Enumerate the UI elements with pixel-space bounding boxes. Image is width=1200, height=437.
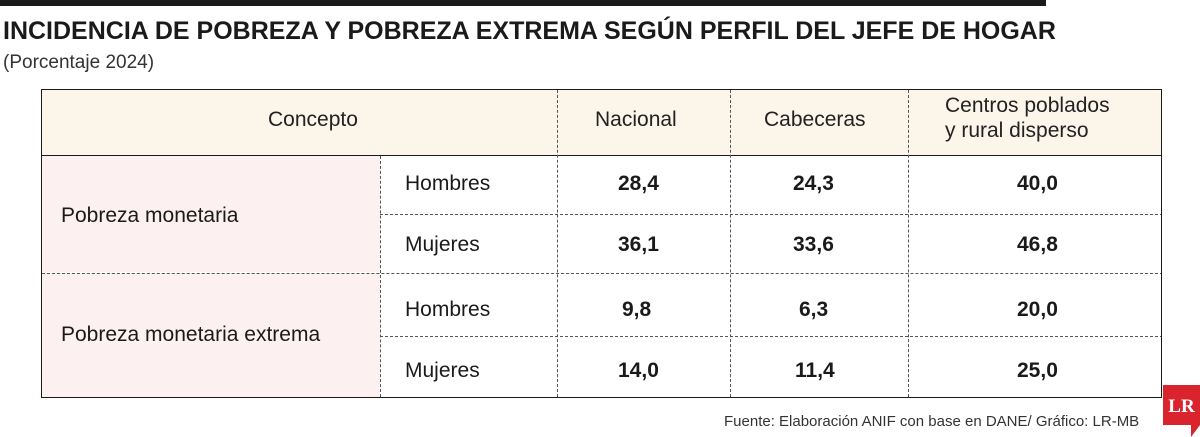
column-divider-cabeceras (730, 90, 731, 397)
value-cell: 46,8 (1017, 233, 1058, 256)
group-background-pobreza-extrema (42, 273, 380, 397)
column-divider-nacional (557, 90, 558, 397)
header-rural-line1: Centros poblados (945, 94, 1110, 117)
row-label-mujeres: Mujeres (405, 359, 480, 382)
page-title: INCIDENCIA DE POBREZA Y POBREZA EXTREMA … (3, 17, 1056, 45)
value-cell: 25,0 (1017, 359, 1058, 382)
top-rule (0, 0, 1046, 6)
value-cell: 11,4 (795, 359, 835, 382)
value-cell: 36,1 (618, 233, 659, 256)
value-cell: 6,3 (799, 298, 829, 321)
poverty-table: Concepto Nacional Cabeceras Centros pobl… (41, 89, 1162, 398)
value-cell: 40,0 (1017, 172, 1058, 195)
value-cell: 28,4 (618, 172, 659, 195)
group-label-pobreza-extrema: Pobreza monetaria extrema (61, 323, 321, 346)
column-divider-sex (380, 156, 381, 397)
row-label-mujeres: Mujeres (405, 233, 480, 256)
lr-logo-text: LR (1168, 396, 1195, 417)
group-background-pobreza-monetaria (42, 156, 380, 272)
value-cell: 24,3 (793, 172, 834, 195)
row-label-hombres: Hombres (405, 172, 491, 195)
table-header-background (42, 90, 1161, 156)
header-rural-line2: y rural disperso (945, 119, 1089, 142)
value-cell: 20,0 (1017, 298, 1058, 321)
group-divider (42, 273, 1161, 274)
row-divider-1 (380, 214, 1161, 215)
header-cabeceras: Cabeceras (764, 108, 866, 131)
value-cell: 33,6 (793, 233, 834, 256)
group-label-pobreza-monetaria: Pobreza monetaria (61, 204, 239, 227)
page-subtitle: (Porcentaje 2024) (3, 52, 155, 73)
header-nacional: Nacional (595, 108, 677, 131)
row-label-hombres: Hombres (405, 298, 491, 321)
source-note: Fuente: Elaboración ANIF con base en DAN… (724, 413, 1140, 430)
value-cell: 9,8 (622, 298, 652, 321)
header-concepto: Concepto (268, 108, 358, 131)
column-divider-rural (908, 90, 909, 397)
lr-logo: LR (1163, 385, 1200, 437)
row-divider-3 (380, 336, 1161, 337)
value-cell: 14,0 (618, 359, 659, 382)
